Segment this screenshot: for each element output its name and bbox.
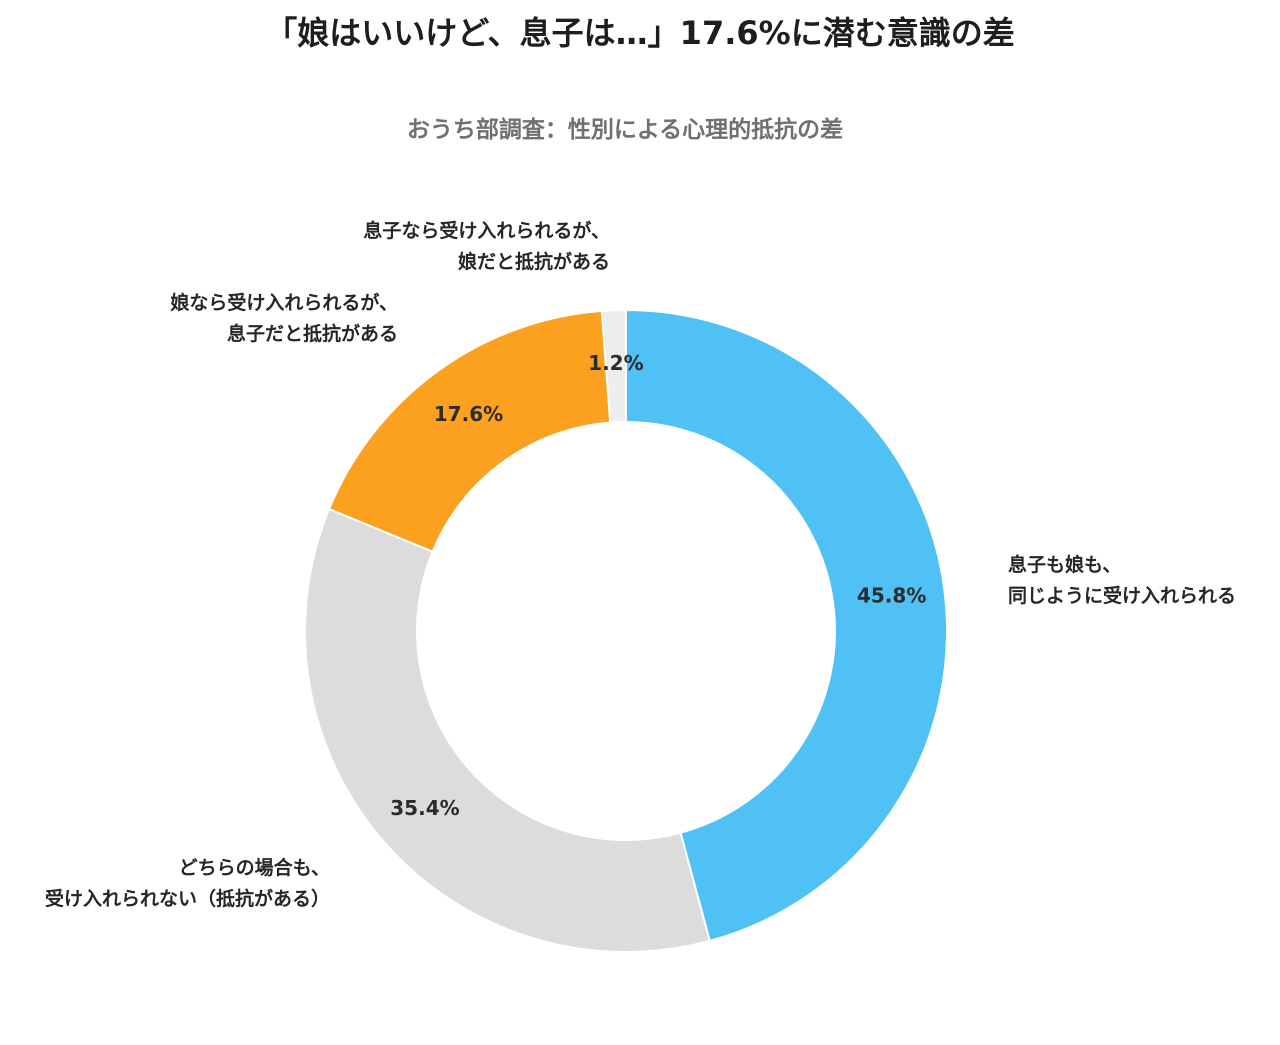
slice-label-both-accepted: 息子も娘も、 同じように受け入れられる bbox=[1008, 554, 1237, 607]
value-label-both-accepted: 45.8% bbox=[857, 584, 926, 608]
donut-slice-both-accepted bbox=[625, 308, 948, 943]
slice-label-neither-accepted: どちらの場合も、 受け入れられない（抵抗がある） bbox=[44, 857, 330, 910]
chart-title: 「娘はいいけど、息子は…」17.6%に潜む意識の差 bbox=[265, 14, 1015, 52]
chart-subtitle: おうち部調査：性別による心理的抵抗の差 bbox=[406, 117, 844, 143]
value-label-daughter-only: 17.6% bbox=[434, 402, 503, 426]
donut-slice-neither-accepted bbox=[304, 507, 711, 953]
value-label-son-only: 1.2% bbox=[588, 351, 643, 375]
slice-label-daughter-only: 娘なら受け入れられるが、 息子だと抵抗がある bbox=[170, 292, 398, 345]
value-label-neither-accepted: 35.4% bbox=[390, 796, 459, 820]
slice-label-son-only: 息子なら受け入れられるが、 娘だと抵抗がある bbox=[363, 220, 610, 273]
donut-slice-son-only bbox=[600, 308, 627, 424]
